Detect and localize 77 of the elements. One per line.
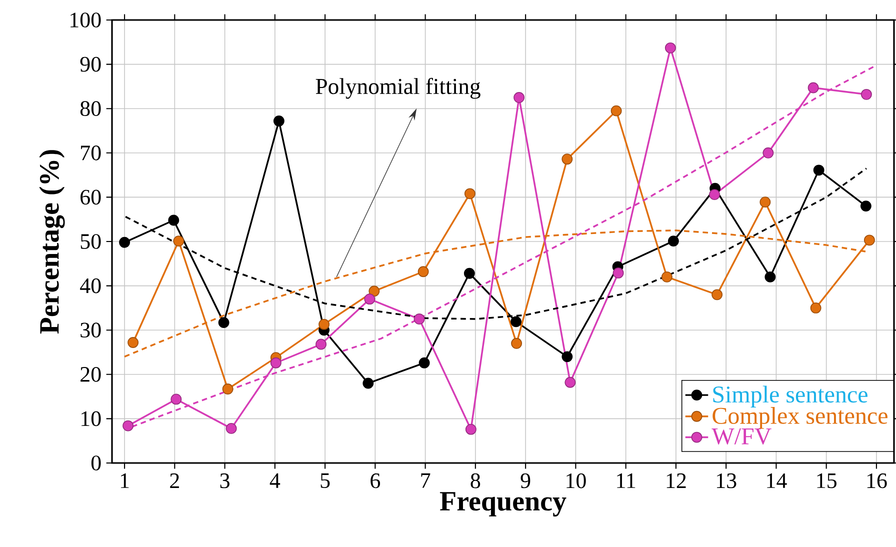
point (668, 236, 679, 247)
point (170, 394, 182, 405)
x-tick-label: 11 (617, 473, 636, 488)
x-tick-label: 4 (270, 473, 280, 488)
point (364, 294, 376, 305)
point (316, 338, 327, 350)
point (464, 268, 475, 279)
point (562, 351, 573, 362)
point (270, 357, 282, 368)
point (222, 384, 234, 394)
point (709, 189, 720, 200)
x-tick-label: 8 (470, 473, 480, 488)
point (712, 289, 723, 300)
y-tick-label: 90 (80, 56, 101, 72)
point (226, 422, 237, 434)
point (414, 314, 425, 324)
legend-label: Complex sentence (712, 407, 888, 429)
point (864, 234, 875, 246)
y-tick-label: 100 (70, 12, 101, 28)
point (813, 164, 824, 176)
x-axis-title: Frequency (440, 492, 566, 516)
point (128, 337, 139, 348)
point (860, 88, 872, 100)
point (119, 236, 130, 248)
point (418, 266, 429, 278)
point (810, 302, 822, 314)
point (464, 188, 476, 200)
point (418, 357, 430, 368)
point (610, 105, 622, 116)
point (860, 200, 872, 212)
point (808, 82, 819, 94)
point (318, 318, 330, 330)
point (762, 147, 774, 158)
y-tick-label: 60 (80, 190, 101, 205)
point (664, 42, 676, 54)
x-tick-label: 10 (566, 473, 586, 488)
y-tick-label: 0 (91, 456, 101, 470)
point (168, 214, 180, 226)
y-tick-label: 40 (80, 278, 101, 294)
point (514, 92, 525, 103)
y-tick-label: 30 (80, 322, 101, 338)
x-tick-label: 3 (220, 473, 230, 488)
x-tick-label: 13 (717, 473, 736, 488)
x-tick-label: 6 (370, 473, 380, 488)
annotation: Polynomial fitting (316, 78, 480, 99)
x-tick-label: 1 (120, 473, 129, 488)
x-tick-label: 12 (666, 473, 686, 488)
y-tick-label: 20 (80, 366, 101, 382)
point (368, 286, 380, 297)
x-tick-label: 15 (817, 473, 836, 488)
legend-label: Simple sentence (713, 386, 868, 408)
point (760, 196, 771, 208)
point (465, 424, 476, 435)
point (562, 154, 573, 165)
point (122, 420, 134, 432)
y-tick-label: 10 (82, 411, 101, 426)
point (273, 116, 284, 126)
x-tick-label: 14 (767, 473, 787, 488)
y-tick-label: 70 (81, 145, 101, 160)
point (764, 271, 776, 282)
x-tick-label: 5 (320, 473, 330, 488)
point (661, 271, 672, 282)
y-tick-label: 50 (80, 234, 101, 249)
point (510, 316, 522, 328)
y-axis-title: Percentage (%) (39, 150, 65, 334)
y-tick-label: 80 (80, 101, 101, 116)
x-tick-label: 2 (170, 473, 179, 488)
x-tick-label: 9 (520, 473, 530, 488)
point (511, 338, 522, 349)
point (612, 267, 624, 278)
point (173, 236, 184, 247)
x-tick-label: 16 (867, 473, 887, 488)
point (362, 378, 374, 389)
point (564, 376, 576, 388)
x-tick-label: 7 (421, 473, 430, 488)
point (218, 317, 230, 328)
legend-label: W/FV (712, 428, 772, 445)
